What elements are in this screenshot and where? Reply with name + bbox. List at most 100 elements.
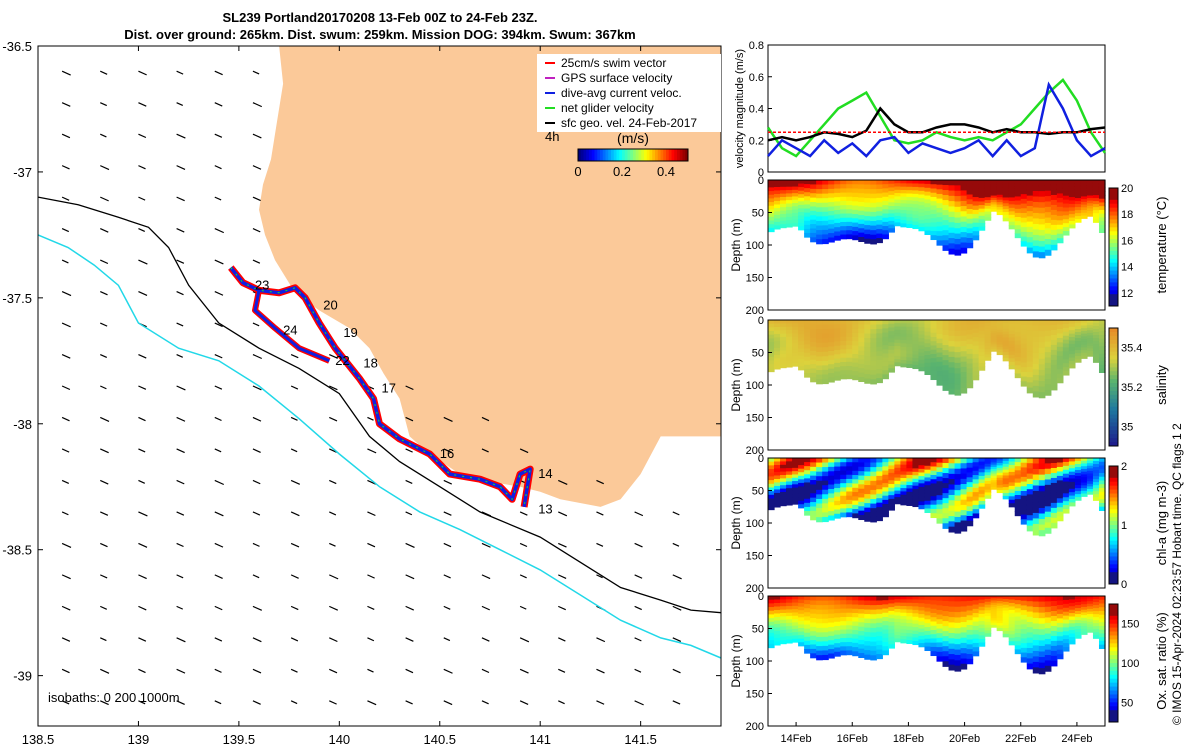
section-colorbar-tick: 1 <box>1121 520 1127 532</box>
section-colorbar-cell <box>1109 266 1118 272</box>
section-colorbar-frame <box>1108 465 1119 585</box>
section-cell <box>1092 323 1100 327</box>
section-cell <box>1074 629 1082 633</box>
section-cell <box>912 609 920 614</box>
velocity-arrow <box>558 479 568 486</box>
velocity-arrow <box>61 479 70 484</box>
section-cell <box>978 596 986 601</box>
section-cell <box>1074 192 1082 196</box>
section-cell <box>798 212 805 217</box>
section-cell <box>942 606 950 612</box>
velocity-arrow <box>481 448 489 453</box>
section-colorbar-cell <box>1109 274 1118 279</box>
section-cell <box>846 483 853 488</box>
section-cell <box>810 324 817 330</box>
velocity-arrow <box>367 637 375 642</box>
section-cell <box>1050 199 1058 206</box>
section-cell <box>912 186 920 191</box>
section-cell <box>1014 204 1022 210</box>
section-cell <box>888 202 895 207</box>
section-cell <box>1062 493 1070 498</box>
colorbar-cell <box>646 149 650 161</box>
section-cell <box>780 186 787 191</box>
section-cell <box>924 473 932 479</box>
section-cell <box>918 363 926 368</box>
section-cell <box>972 492 980 497</box>
section-cell <box>1080 355 1088 359</box>
section-cell <box>1032 190 1040 198</box>
section-cell <box>798 219 805 224</box>
section-cell <box>900 193 908 198</box>
section-cell <box>834 466 841 472</box>
section-colorbar-cell <box>1109 690 1118 695</box>
section-cell <box>816 480 823 486</box>
section-cell <box>1074 359 1082 363</box>
section-cell <box>804 604 811 609</box>
section-cell <box>780 336 787 341</box>
section-cell <box>780 498 787 503</box>
section-cell <box>810 333 817 339</box>
section-cell <box>858 333 865 339</box>
section-cell <box>858 215 865 221</box>
section-cell <box>1080 350 1088 354</box>
section-colorbar-cell <box>1109 525 1118 530</box>
section-cell <box>816 600 823 606</box>
section-cell <box>930 370 938 376</box>
velocity-arrow <box>405 668 414 674</box>
velocity-arrow <box>252 70 260 75</box>
velocity-arrow <box>596 479 604 485</box>
section-cell <box>870 462 877 468</box>
section-cell <box>942 195 950 201</box>
section-colorbar-cell <box>1109 572 1118 577</box>
section-cell <box>1056 211 1064 217</box>
section-cell <box>1056 462 1064 468</box>
section-cell <box>894 493 901 498</box>
section-cell <box>930 604 938 610</box>
section-cell <box>1056 493 1064 499</box>
section-cell <box>1020 217 1028 224</box>
section-cell <box>936 240 944 246</box>
section-cell <box>1008 471 1016 477</box>
section-cell <box>1086 198 1094 202</box>
section-cell <box>966 520 974 527</box>
section-cell <box>978 631 986 636</box>
section-cell <box>1080 182 1088 187</box>
section-cell <box>906 333 914 338</box>
velocity-arrow <box>329 668 338 674</box>
section-cell <box>828 219 835 225</box>
section-cell <box>792 471 799 476</box>
isobath-200m <box>38 196 721 614</box>
section-cell <box>846 205 853 210</box>
section-cell <box>834 638 841 644</box>
section-cell <box>1080 199 1088 203</box>
section-cell <box>972 483 980 489</box>
section-cell <box>930 621 938 627</box>
section-cell <box>912 634 920 639</box>
section-cell <box>870 499 877 505</box>
section-cell <box>924 642 932 648</box>
section-cell <box>1068 354 1076 359</box>
section-cell <box>1044 373 1052 380</box>
section-cell <box>852 205 859 211</box>
section-cell <box>876 364 883 370</box>
depth-tick-label: 150 <box>746 413 764 425</box>
section-cell <box>936 490 944 496</box>
velocity-arrow <box>138 385 147 390</box>
section-cell <box>1020 467 1028 473</box>
section-cell <box>1026 468 1034 475</box>
section-cell <box>1002 613 1010 617</box>
section-cell <box>1086 601 1094 605</box>
section-cell <box>816 184 823 190</box>
section-cell <box>924 323 932 329</box>
section-cell <box>978 497 986 502</box>
section-cell <box>990 184 998 188</box>
velocity-arrow <box>558 700 565 705</box>
section-cell <box>1032 485 1040 492</box>
section-cell <box>924 335 932 341</box>
section-cell <box>1056 596 1064 602</box>
velocity-arrow <box>367 542 376 548</box>
section-cell <box>1086 335 1094 339</box>
section-cell <box>984 624 992 629</box>
section-cell <box>864 600 871 606</box>
section-cell <box>834 513 841 519</box>
